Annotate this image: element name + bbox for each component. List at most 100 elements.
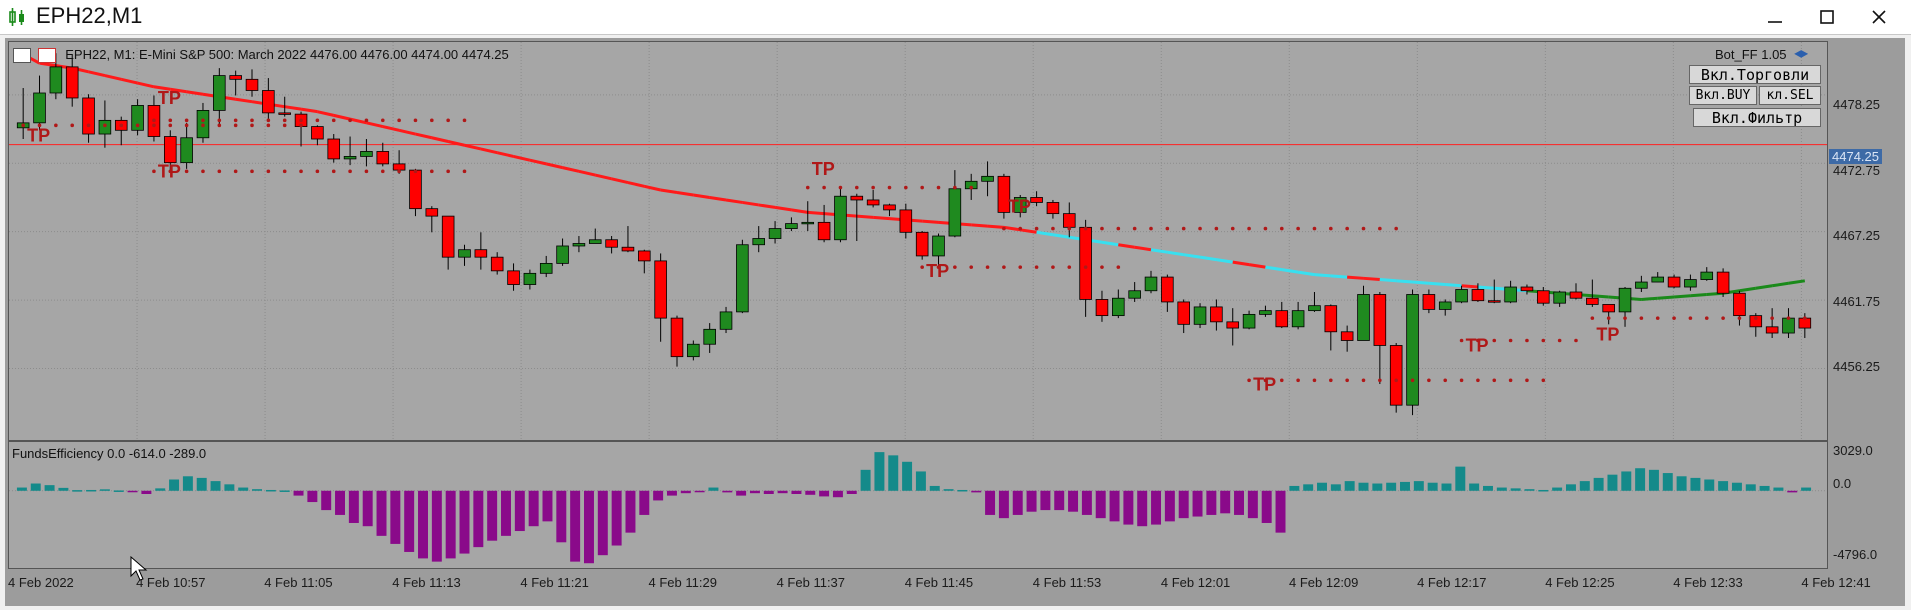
bot-title-text: Bot_FF 1.05 [1715,47,1787,62]
moving-average-segment [447,140,465,147]
tp-level-dot [397,169,401,174]
candle-body [441,215,455,258]
tp-level-dot [1296,378,1300,383]
moving-average-segment [791,208,808,214]
tp-level-dot [1361,226,1366,231]
candle-body [834,195,847,241]
moving-average-segment [660,188,678,194]
histogram-bar [1178,490,1189,519]
histogram-bar [1787,490,1798,493]
histogram-bar [1289,485,1300,491]
moving-average-segment [725,198,743,204]
minimize-button[interactable] [1749,0,1801,34]
candle-body [687,343,700,358]
tp-level-dot [364,169,369,174]
tp-level-dot [1263,378,1268,383]
tp-level-dot [1100,265,1104,269]
histogram-bar [1303,484,1314,491]
histogram-bar [307,490,318,503]
candle-body [1749,315,1763,328]
tp-level-dot [184,169,189,174]
moving-average-segment [1216,258,1233,264]
indicator-pane[interactable]: FundsEfficiency 0.0 -614.0 -289.0 [8,441,1828,569]
close-button[interactable] [1853,0,1905,34]
candle-body [458,249,471,258]
tp-level-dot [266,169,271,174]
tp-level-dot [1721,316,1725,320]
price-level-label: 4456.25 [1833,359,1880,374]
histogram-bar [16,487,27,491]
tp-level-dot [446,118,450,123]
candle-body [719,311,733,330]
histogram-bar [1593,477,1604,491]
tp-label: TP [926,261,949,281]
moving-average-segment [922,219,939,224]
histogram-bar [1496,487,1507,491]
histogram-bar [224,484,235,491]
enable-trading-button[interactable]: Вкл.Торговли [1689,65,1821,84]
tp-level-dot [462,169,467,174]
tp-level-dot [1525,338,1529,343]
enable-buy-button[interactable]: Вкл.BUY [1689,86,1757,105]
candle-body [1324,305,1338,333]
histogram-bar [929,485,940,491]
candle-body [376,151,390,165]
candle-body [1569,291,1583,299]
histogram-bar [1676,476,1687,491]
moving-average-segment [431,136,449,143]
moving-average-segment [170,87,187,94]
candle-body [1193,306,1207,325]
enable-filter-button[interactable]: Вкл.Фильтр [1693,108,1821,127]
histogram-bar [625,490,636,533]
moving-average-segment [611,177,629,185]
candle-body [670,317,684,358]
tp-level-dot [1051,226,1055,231]
histogram-bar [846,490,857,494]
histogram-bar [1552,487,1563,491]
chart-props-icon[interactable] [37,48,56,64]
tp-level-dot [1459,378,1464,383]
histogram-bar [1137,490,1148,527]
candle-body [736,244,749,313]
tp-level-dot [1279,378,1284,383]
moving-average-segment [398,128,416,136]
candle-body [915,231,929,257]
tp-level-dot [1083,226,1088,231]
time-label: 4 Feb 11:05 [264,575,333,590]
moving-average-segment [317,110,335,117]
histogram-bar [141,490,152,494]
tp-level-dot [1508,378,1513,383]
time-label: 4 Feb 11:13 [392,575,461,590]
histogram-bar [749,490,760,494]
tp-level-dot [1803,316,1807,320]
time-label: 4 Feb 2022 [8,575,74,590]
indicator-header: FundsEfficiency 0.0 -614.0 -289.0 [12,446,207,461]
chart-menu-icon[interactable] [13,48,31,64]
histogram-bar [473,490,484,548]
histogram-bar [1026,490,1037,512]
enable-sell-button[interactable]: кл.SEL [1759,86,1821,105]
histogram-bar [348,490,359,523]
histogram-bar [252,489,263,491]
candle-body [49,66,63,94]
candle-body [948,188,962,237]
price-chart[interactable]: TP TP TP TP TP TP TP TP TP [9,42,1827,440]
moving-average-segment [1379,278,1397,283]
tp-label: TP [812,159,835,179]
maximize-button[interactable] [1801,0,1853,34]
tp-level-dot [1394,378,1398,383]
histogram-bar [556,490,567,543]
price-pane[interactable]: TP TP TP TP TP TP TP TP TP EPH22, M1: E-Mini S&P… [8,41,1828,441]
tp-level-dot [103,123,107,128]
histogram-bar [238,487,249,491]
candle-body [1422,294,1436,310]
tp-level-dot [54,123,58,128]
tp-level-dot [430,118,434,123]
time-axis[interactable]: 4 Feb 2022 4 Feb 10:57 4 Feb 11:05 4 Feb 11… [5,569,1905,599]
candle-body [1210,306,1223,323]
tp-level-dot [1263,226,1268,231]
chart-header-text: EPH22, M1: E-Mini S&P 500: March 2022 44… [65,47,509,62]
candle-body [638,250,651,262]
price-axis[interactable]: 4478.25 4472.75 4467.25 4461.75 4456.25 … [1827,41,1899,439]
tp-level-dot [168,118,173,123]
